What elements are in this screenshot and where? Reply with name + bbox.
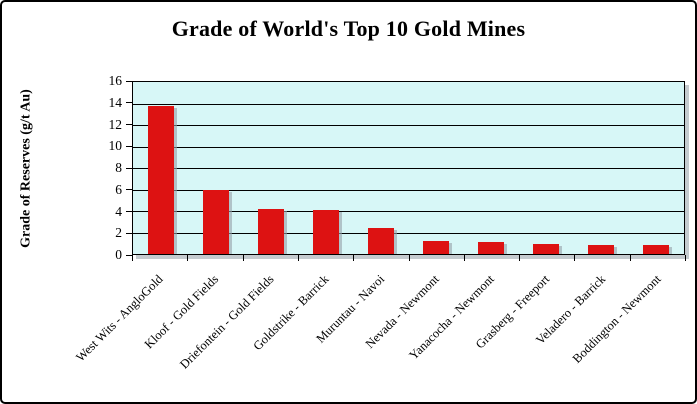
- bar: [312, 209, 339, 254]
- bar: [257, 208, 284, 254]
- y-tick-mark: [126, 254, 132, 256]
- x-tick-mark: [132, 255, 133, 261]
- y-tick-label: 2: [115, 225, 122, 241]
- plot-area: [132, 81, 685, 255]
- x-tick-mark: [408, 255, 410, 261]
- y-tick-label: 14: [108, 94, 123, 110]
- x-tick-mark: [187, 255, 189, 261]
- gridline: [133, 125, 684, 126]
- x-tick-mark: [574, 255, 576, 261]
- bar: [147, 105, 174, 254]
- x-tick-label: Driefontein - Gold Fields: [176, 272, 277, 372]
- y-axis-title: Grade of Reserves (g/t Au): [18, 89, 34, 248]
- x-tick-mark: [685, 255, 686, 261]
- x-tick-mark: [463, 255, 465, 261]
- y-tick-mark: [126, 211, 132, 212]
- bar: [202, 189, 229, 254]
- bar: [588, 245, 615, 254]
- chart-title: Grade of World's Top 10 Gold Mines: [171, 16, 526, 41]
- y-tick-mark: [126, 102, 132, 104]
- y-tick-label: 6: [115, 181, 122, 197]
- bar: [643, 245, 670, 254]
- x-tick-mark: [297, 255, 299, 261]
- x-tick-mark: [353, 255, 355, 261]
- gridline: [133, 168, 684, 169]
- bar: [533, 243, 560, 254]
- gridline: [133, 232, 684, 234]
- gridline: [133, 189, 684, 191]
- x-tick-mark: [242, 255, 244, 261]
- bar: [367, 228, 394, 254]
- x-tick-mark: [629, 255, 631, 261]
- y-tick-mark: [126, 80, 132, 82]
- y-tick-label: 4: [115, 203, 122, 219]
- bar: [423, 241, 450, 254]
- gridline: [133, 211, 684, 212]
- y-tick-mark: [126, 124, 132, 125]
- y-tick-mark: [126, 232, 132, 234]
- y-tick-label: 16: [108, 73, 123, 88]
- bar: [478, 242, 505, 254]
- x-tick-mark: [519, 255, 521, 261]
- y-tick-mark: [126, 145, 132, 147]
- y-tick-mark: [126, 167, 132, 169]
- y-tick-label: 0: [115, 247, 122, 262]
- y-tick-mark: [126, 189, 132, 191]
- y-tick-label: 10: [108, 138, 123, 154]
- gridline: [133, 103, 684, 105]
- gridline: [133, 146, 684, 148]
- y-tick-label: 8: [115, 160, 122, 175]
- y-tick-label: 12: [108, 116, 123, 132]
